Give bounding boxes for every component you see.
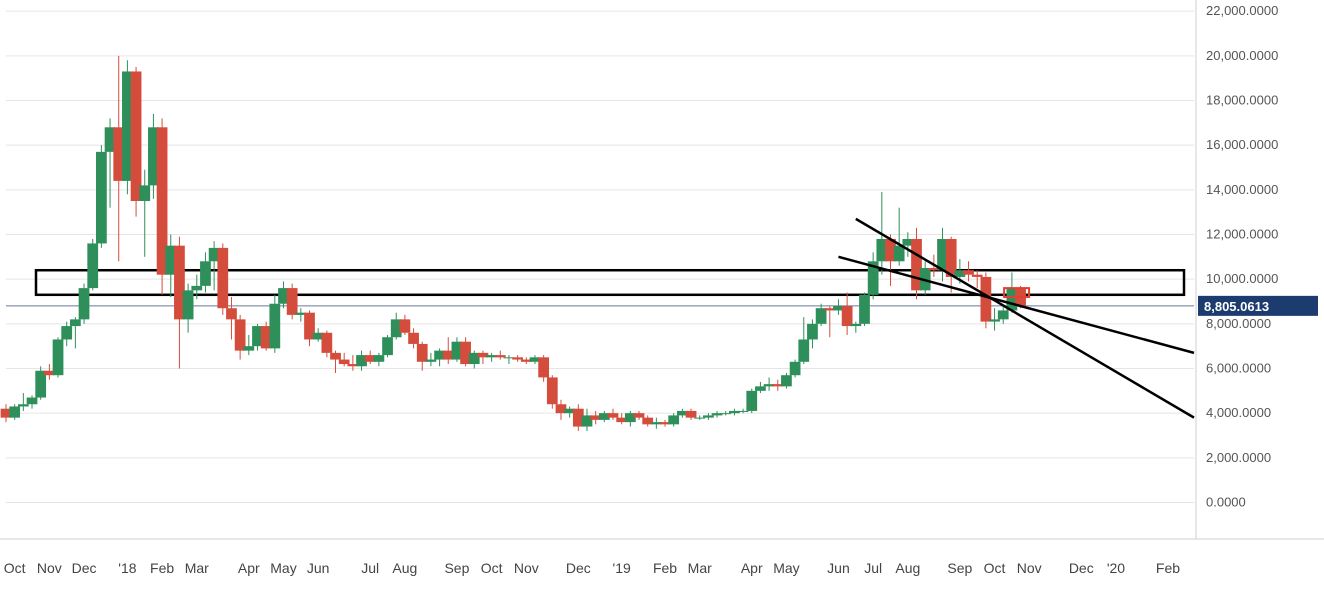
x-tick-label: Dec	[72, 560, 97, 576]
y-tick-label: 18,000.0000	[1206, 93, 1278, 108]
y-tick-label: 12,000.0000	[1206, 227, 1278, 242]
x-tick-label: Feb	[653, 560, 677, 576]
x-tick-label: May	[270, 560, 296, 576]
x-tick-label: Jul	[361, 560, 379, 576]
y-tick-label: 20,000.0000	[1206, 48, 1278, 63]
y-tick-label: 14,000.0000	[1206, 182, 1278, 197]
price-chart[interactable]: 0.0000 2,000.0000 4,000.0000 6,000.0000 8,00…	[0, 0, 1324, 593]
x-tick-label: Dec	[566, 560, 591, 576]
y-tick-label: 6,000.0000	[1206, 361, 1271, 376]
x-tick-label: Mar	[688, 560, 712, 576]
x-tick-label: Dec	[1069, 560, 1094, 576]
x-tick-label: Oct	[4, 560, 26, 576]
y-tick-label: 22,000.0000	[1206, 3, 1278, 18]
x-tick-label: Sep	[947, 560, 972, 576]
x-tick-label: '19	[613, 560, 631, 576]
x-tick-label: Jun	[307, 560, 330, 576]
y-tick-label: 16,000.0000	[1206, 137, 1278, 152]
x-tick-label: Aug	[392, 560, 417, 576]
price-tag-label: 8,805.0613	[1204, 299, 1269, 314]
x-tick-label: May	[773, 560, 799, 576]
y-tick-label: 4,000.0000	[1206, 405, 1271, 420]
x-tick-label: Nov	[1017, 560, 1042, 576]
y-tick-label: 8,000.0000	[1206, 316, 1271, 331]
x-tick-label: Apr	[741, 560, 763, 576]
x-tick-label: Feb	[1156, 560, 1180, 576]
x-tick-label: Feb	[150, 560, 174, 576]
y-tick-label: 10,000.0000	[1206, 271, 1278, 286]
x-tick-label: Apr	[238, 560, 260, 576]
x-tick-label: Mar	[185, 560, 209, 576]
y-tick-label: 0.0000	[1206, 495, 1246, 510]
x-tick-label: Jun	[827, 560, 850, 576]
x-tick-label: Sep	[444, 560, 469, 576]
x-tick-label: Aug	[895, 560, 920, 576]
x-tick-label: Jul	[864, 560, 882, 576]
x-tick-label: Nov	[37, 560, 62, 576]
x-tick-label: Nov	[514, 560, 539, 576]
x-tick-label: Oct	[481, 560, 503, 576]
x-tick-label: Oct	[984, 560, 1006, 576]
y-tick-label: 2,000.0000	[1206, 450, 1271, 465]
x-tick-label: '20	[1107, 560, 1125, 576]
x-tick-label: '18	[118, 560, 136, 576]
